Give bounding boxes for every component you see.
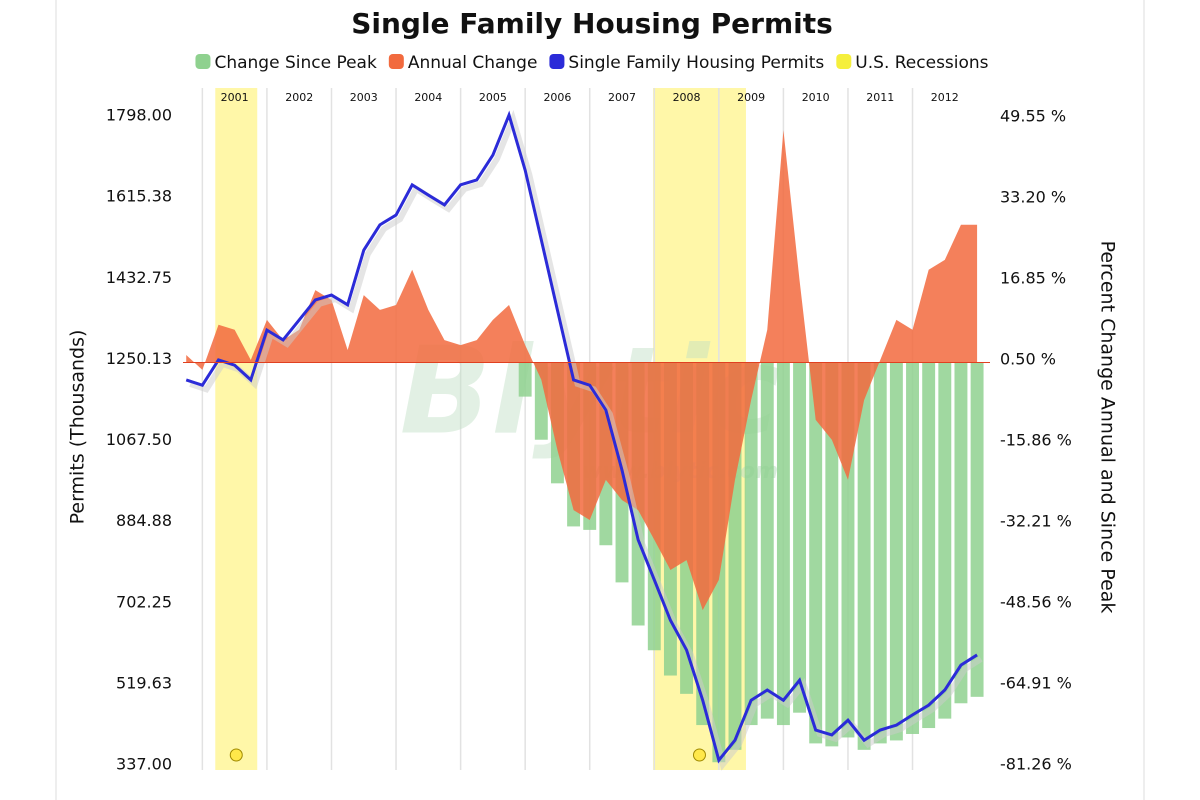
y-tick-label: 337.00	[116, 755, 172, 774]
x-tick-label: 2006	[543, 91, 571, 104]
y-tick-label: 884.88	[116, 511, 172, 530]
x-tick-label: 2003	[350, 91, 378, 104]
bar	[518, 362, 532, 397]
y-tick-label: 1067.50	[106, 430, 172, 449]
y-axis-title: Permits (Thousands)	[67, 330, 89, 525]
legend-swatch	[195, 54, 211, 69]
legend-label: U.S. Recessions	[855, 53, 988, 73]
y-tick-label: 1432.75	[106, 268, 172, 287]
chart-title: Single Family Housing Permits	[351, 7, 833, 40]
x-tick-label: 2002	[285, 91, 313, 104]
bar	[873, 362, 887, 744]
y-tick-label: 1798.00	[106, 105, 172, 124]
bar	[922, 362, 936, 729]
y-tick-label: 1615.38	[106, 187, 172, 206]
legend-label: Annual Change	[408, 53, 538, 73]
x-tick-label: 2004	[414, 91, 442, 104]
y2-tick-label: 16.85 %	[1000, 268, 1066, 287]
y-tick-label: 519.63	[116, 673, 172, 692]
y2-tick-label: -32.21 %	[1000, 512, 1072, 531]
bar	[906, 362, 919, 734]
bar	[760, 362, 774, 719]
bar	[857, 362, 871, 750]
legend-swatch	[388, 54, 404, 69]
legend-label: Change Since Peak	[214, 53, 377, 73]
bar	[938, 362, 952, 719]
recession-band	[215, 88, 258, 770]
y2-axis-title: Percent Change Annual and Since Peak	[1097, 241, 1119, 614]
bar	[954, 362, 968, 704]
legend-label: Single Family Housing Permits	[568, 53, 824, 73]
area	[186, 130, 978, 611]
legend-swatch	[836, 54, 852, 69]
line-shadow	[189, 109, 983, 771]
recession-icon	[692, 748, 706, 762]
x-tick-label: 2010	[802, 91, 830, 104]
bar	[809, 362, 823, 744]
y-tick-label: 1250.13	[106, 349, 172, 368]
x-tick-label: 2011	[866, 91, 894, 104]
x-tick-label: 2007	[608, 91, 636, 104]
y2-tick-label: 0.50 %	[1000, 349, 1056, 368]
y2-tick-label: -15.86 %	[1000, 431, 1072, 450]
y2-tick-label: -81.26 %	[1000, 754, 1072, 773]
x-tick-label: 2009	[737, 91, 765, 104]
x-tick-label: 2001	[221, 91, 249, 104]
line	[185, 110, 978, 764]
legend-swatch	[549, 54, 565, 69]
y-tick-label: 702.25	[116, 592, 172, 611]
x-tick-label: 2005	[479, 91, 507, 104]
bar	[889, 362, 903, 741]
recession-icon	[229, 748, 243, 762]
bar	[825, 362, 839, 747]
y2-tick-label: 33.20 %	[1000, 187, 1066, 206]
bar	[793, 362, 807, 713]
y2-tick-label: 49.55 %	[1000, 106, 1066, 125]
bar	[970, 362, 984, 697]
bar	[744, 362, 758, 726]
legend: Change Since Peak Annual Change Single Fam…	[195, 53, 989, 73]
y2-tick-label: -64.91 %	[1000, 674, 1072, 693]
y2-tick-label: -48.56 %	[1000, 593, 1072, 612]
bar	[776, 362, 790, 726]
x-tick-label: 2012	[931, 91, 959, 104]
x-tick-label: 2008	[673, 91, 701, 104]
